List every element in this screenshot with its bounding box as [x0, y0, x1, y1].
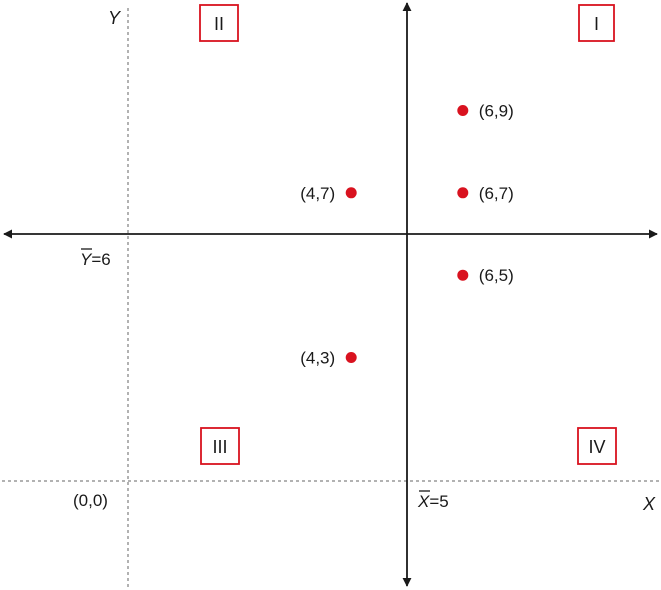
quadrant-IV: IV: [577, 427, 617, 465]
quadrant-III: III: [200, 427, 240, 465]
quadrant-I: I: [578, 4, 615, 42]
data-point: [345, 187, 357, 199]
mean-x-label: X=5: [417, 490, 449, 511]
data-point: [345, 352, 357, 363]
svg-text:Y=6: Y=6: [80, 250, 111, 269]
x-axis-title: X: [642, 494, 656, 514]
data-point-label: (4,7): [300, 184, 335, 203]
mean-x-symbol: X: [417, 492, 430, 511]
quadrant-III-label: III: [212, 437, 227, 457]
quadrant-III-box: [200, 427, 240, 465]
data-point-label: (6,5): [479, 266, 514, 285]
svg-text:X=5: X=5: [417, 492, 449, 511]
mean-y-value: =6: [91, 250, 110, 269]
y-axis-title: Y: [108, 8, 122, 28]
quadrant-IV-box: [577, 427, 617, 465]
quadrant-II-box: [199, 4, 239, 42]
data-point: [457, 105, 469, 116]
mean-x-value: =5: [429, 492, 448, 511]
quadrant-I-box: [578, 4, 615, 42]
data-point: [457, 269, 469, 281]
mean-y-symbol: Y: [80, 250, 93, 269]
mean-y-label: Y=6: [80, 248, 111, 269]
quadrant-II: II: [199, 4, 239, 42]
origin-label: (0,0): [73, 491, 108, 510]
quadrant-II-label: II: [214, 14, 224, 34]
data-point-label: (4,3): [300, 349, 335, 368]
quadrant-I-label: I: [594, 14, 599, 34]
data-point: [457, 187, 469, 199]
data-point-label: (6,7): [479, 184, 514, 203]
data-points: (6,9) (4,7) (6,7) (6,5) (4,3): [300, 102, 514, 368]
data-point-label: (6,9): [479, 102, 514, 121]
quadrant-IV-label: IV: [588, 437, 605, 457]
